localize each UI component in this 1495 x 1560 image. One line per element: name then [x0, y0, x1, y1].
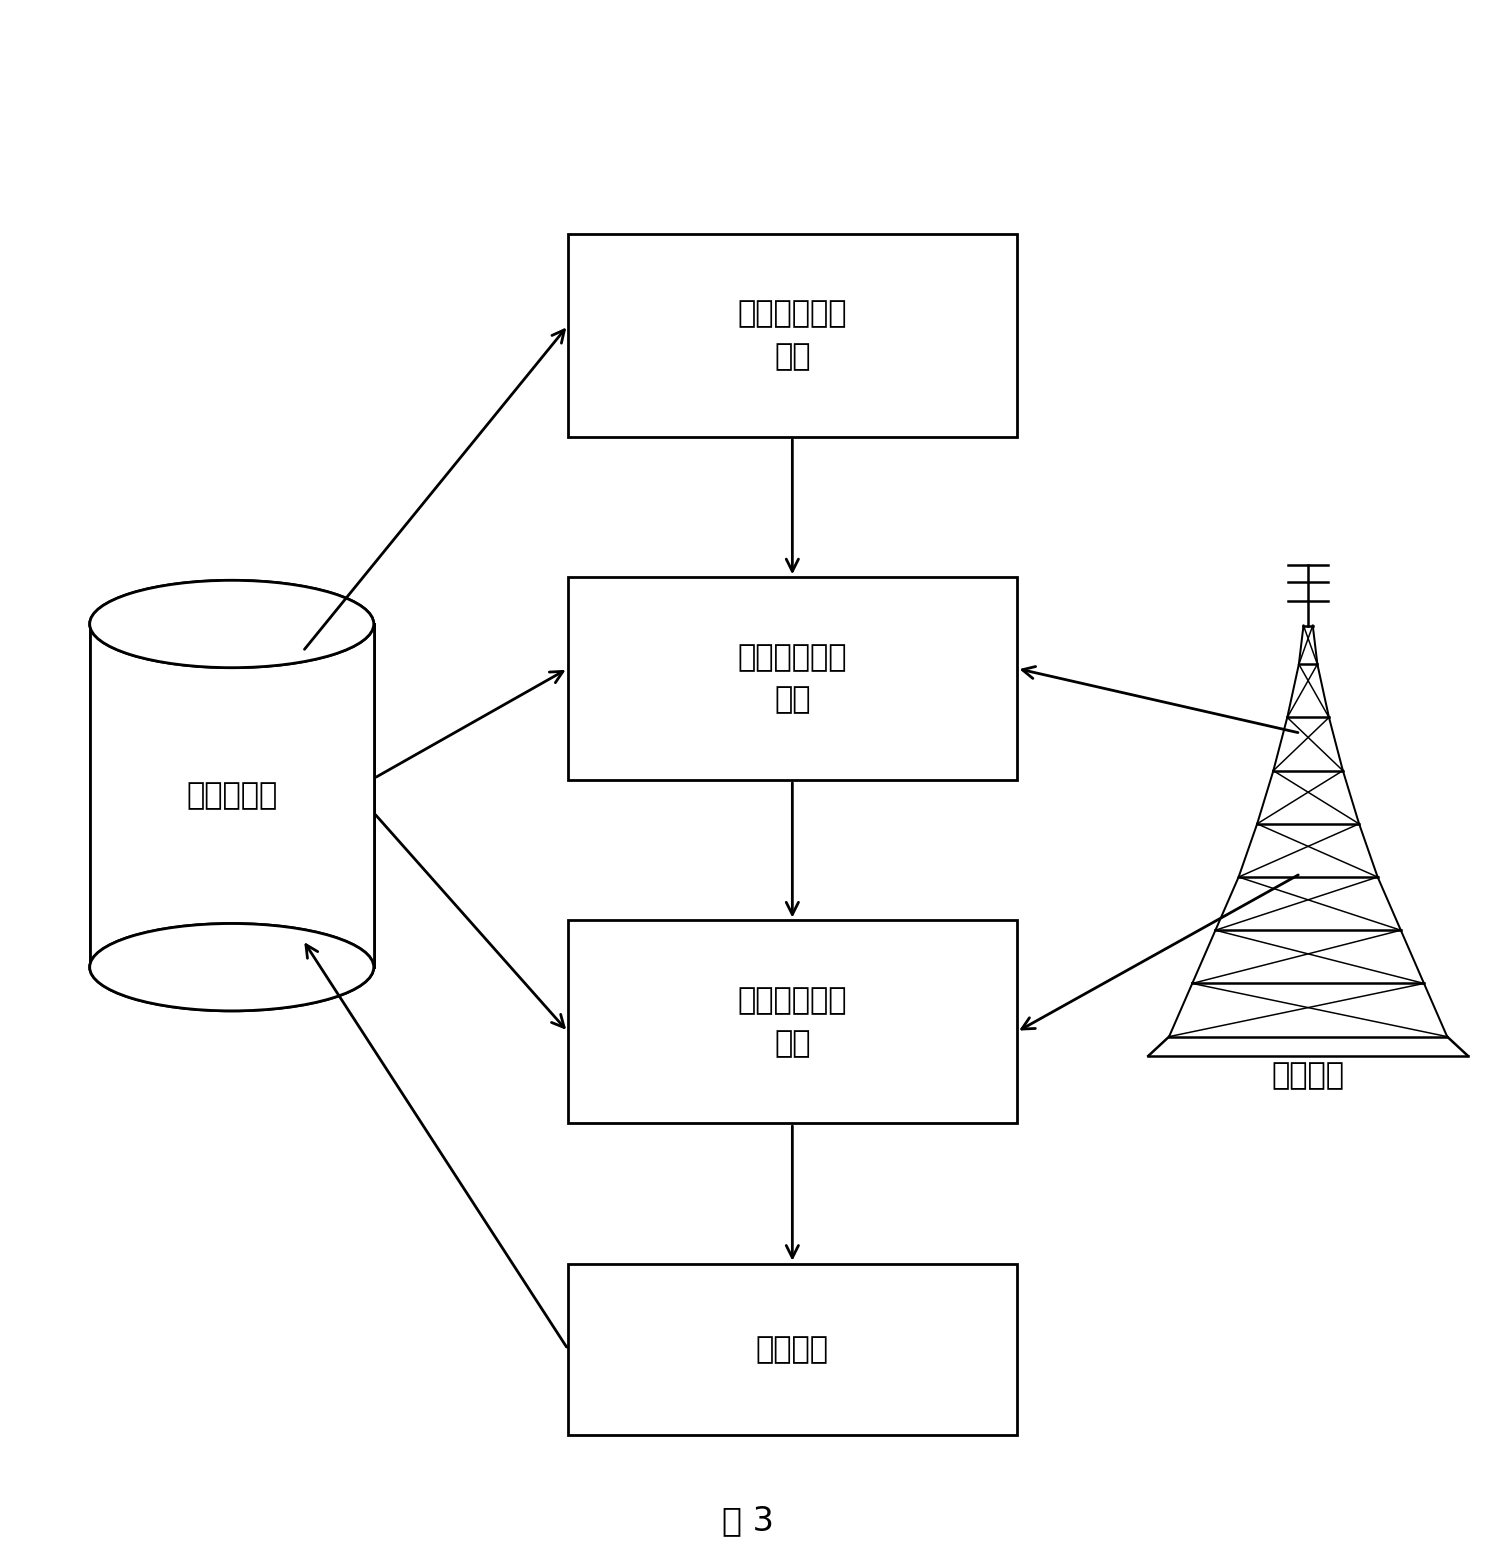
Text: 图 3: 图 3 — [722, 1504, 773, 1538]
Text: 新建基站: 新建基站 — [1272, 1061, 1344, 1090]
Bar — [90, 624, 374, 967]
Text: 上报设备: 上报设备 — [756, 1335, 828, 1363]
Ellipse shape — [90, 580, 374, 668]
Text: 覆盖范围预估
设备: 覆盖范围预估 设备 — [737, 300, 848, 371]
Bar — [568, 920, 1017, 1123]
Bar — [568, 234, 1017, 437]
Ellipse shape — [90, 924, 374, 1011]
Text: 网络数据库: 网络数据库 — [185, 782, 278, 810]
Text: 发射功率设置
设备: 发射功率设置 设备 — [737, 986, 848, 1058]
Ellipse shape — [90, 580, 374, 668]
Text: 路径损耗计算
设备: 路径损耗计算 设备 — [737, 643, 848, 714]
Bar — [568, 1264, 1017, 1435]
Ellipse shape — [90, 924, 374, 1011]
Bar — [568, 577, 1017, 780]
Ellipse shape — [90, 580, 374, 668]
